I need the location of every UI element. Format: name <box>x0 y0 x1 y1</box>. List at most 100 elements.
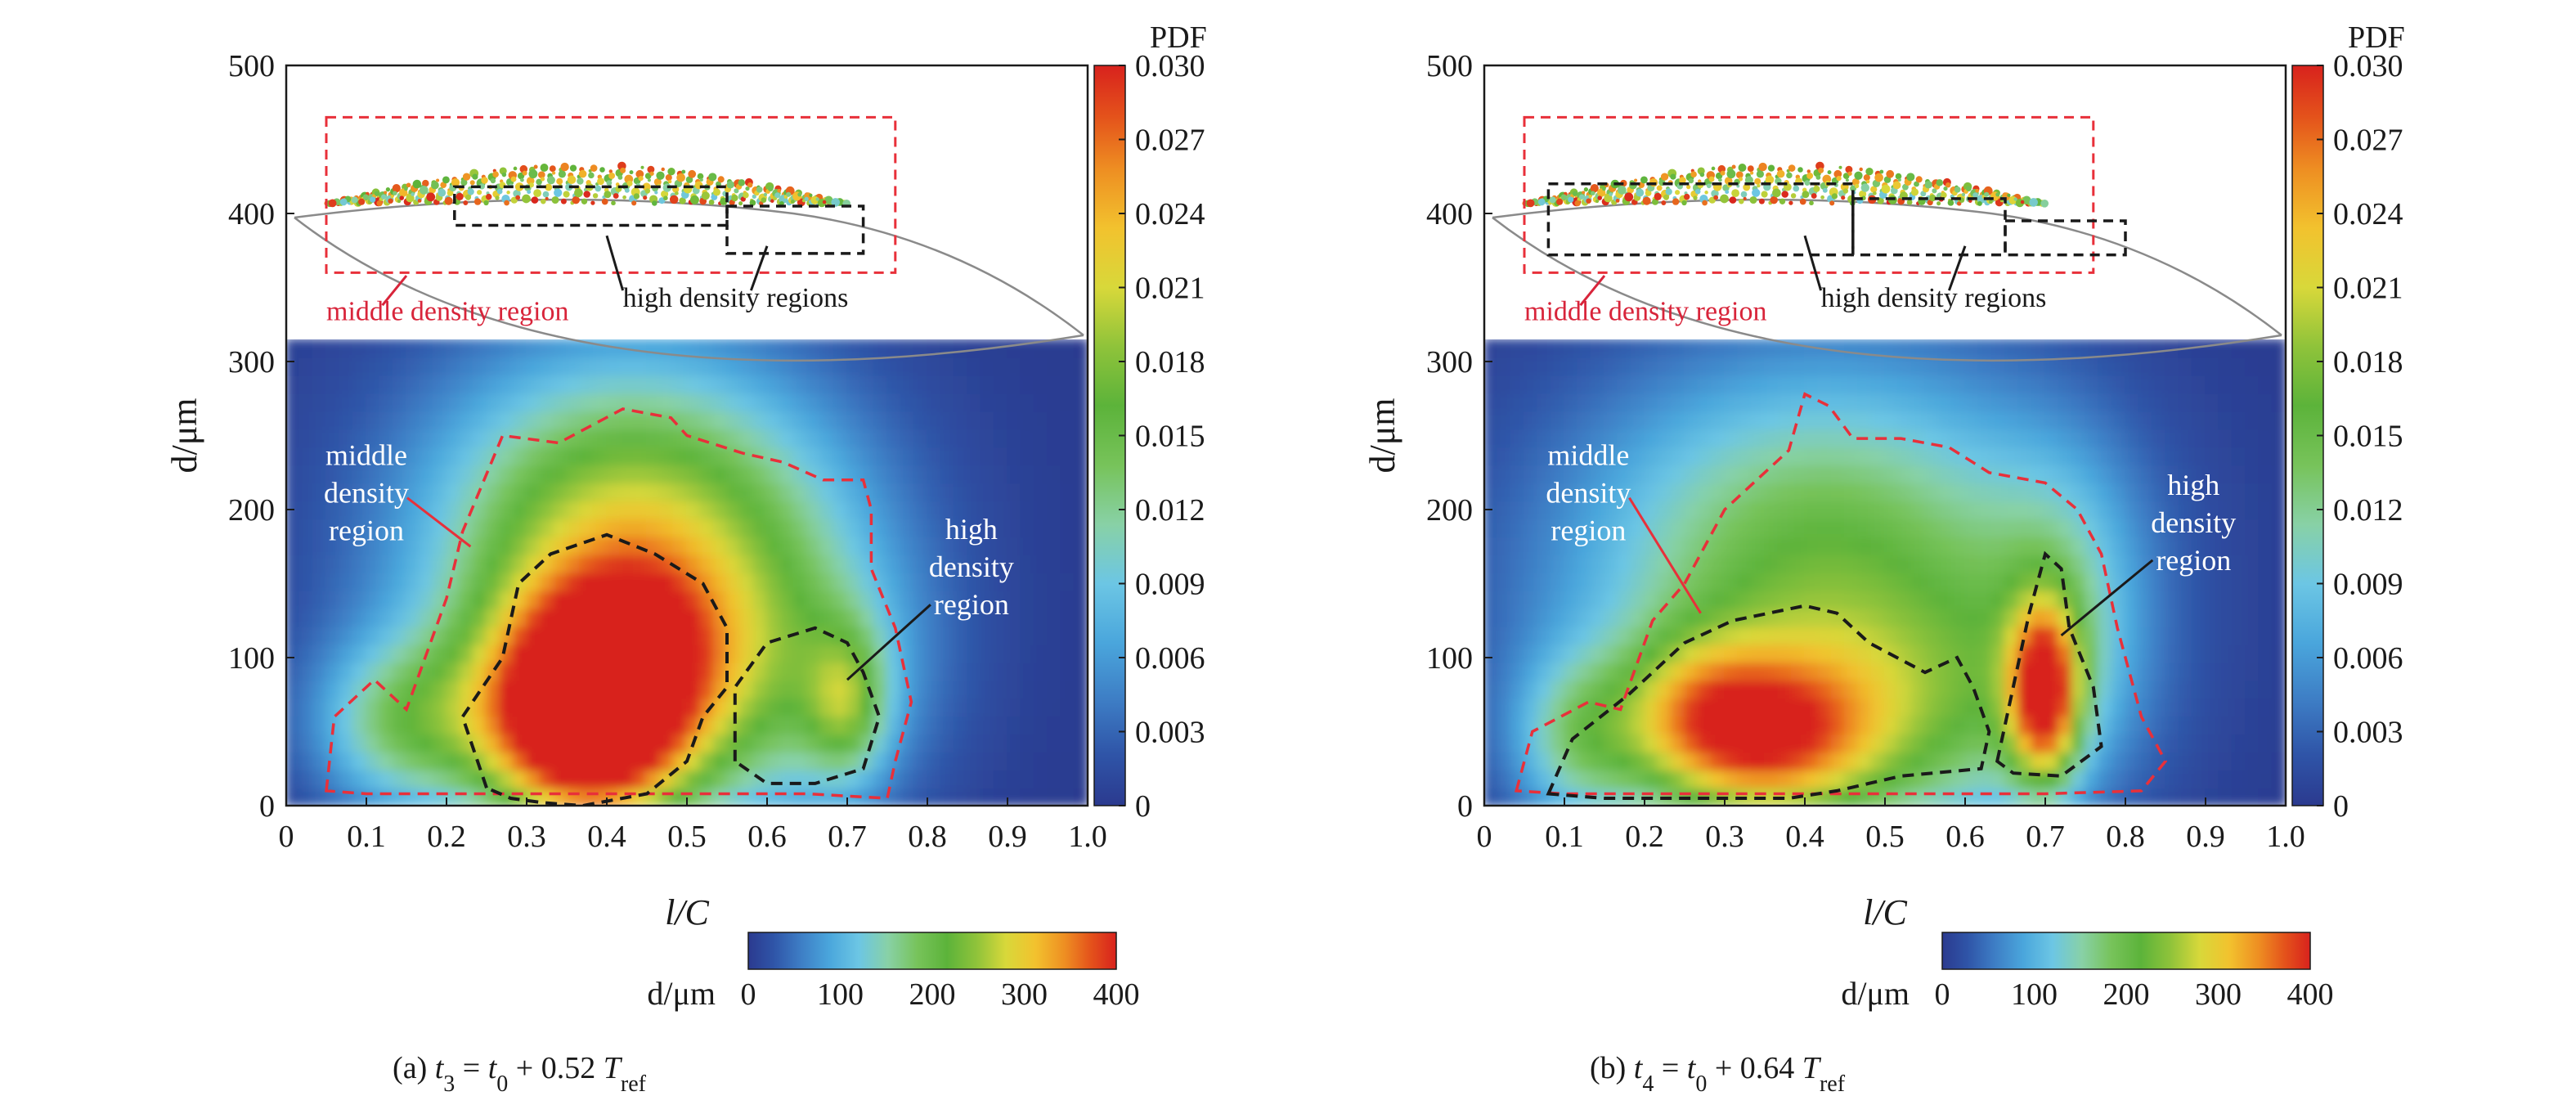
middle-density-box <box>325 115 897 274</box>
pdf-colorbar-label: 0.003 <box>2333 716 2403 750</box>
panel-caption: (b) t4 = t0 + 0.64 Tref <box>1590 1051 1846 1096</box>
inset-high-label: high density regions <box>623 283 849 313</box>
inset-high-arrow-2 <box>749 245 769 291</box>
y-axis: 0 100 200 300 400 500 <box>228 49 294 824</box>
pdf-colorbar-label: 0.021 <box>2333 272 2403 306</box>
inset-middle-arrow <box>1579 275 1606 307</box>
x-tick-label: 0.2 <box>427 820 466 854</box>
inset-high-arrow-2 <box>1947 245 1967 291</box>
annotation-middle-line-2: density <box>324 477 409 510</box>
high-density-contour-1 <box>1546 604 1991 800</box>
pdf-colorbar-title: PDF <box>1150 20 1207 55</box>
annotation-high-line-3: region <box>2156 544 2231 577</box>
y-tick-label: 400 <box>228 197 275 231</box>
x-tick-label: 0.6 <box>1945 820 1985 854</box>
x-tick-label: 0.2 <box>1625 820 1664 854</box>
caption-part: (b) <box>1590 1051 1634 1085</box>
diameter-colorbar-label: 300 <box>1001 977 1048 1012</box>
y-tick-label: 500 <box>228 49 275 83</box>
x-axis-label: l/C <box>1863 892 1907 932</box>
y-tick-label: 300 <box>1426 345 1473 380</box>
pdf-colorbar-label: 0.024 <box>2333 197 2403 231</box>
heatmap-field: middle density region high density region <box>1484 339 2286 806</box>
pdf-colorbar-label: 0.027 <box>2333 124 2403 158</box>
annotation-high-line-1: high <box>2167 469 2219 501</box>
annotation-middle-line-3: region <box>329 514 404 547</box>
diameter-colorbar-label: 100 <box>2011 977 2058 1012</box>
high-density-box-1 <box>1546 182 1855 257</box>
pdf-colorbar-label: 0 <box>2333 789 2349 824</box>
x-tick-label: 0.1 <box>347 820 386 854</box>
y-axis: 0 100 200 300 400 500 <box>1426 49 1492 824</box>
caption-part: t <box>1634 1051 1644 1085</box>
caption-part: t <box>488 1051 498 1085</box>
caption-part: + 0.64 <box>1707 1051 1802 1085</box>
x-axis: 0 0.1 0.2 0.3 0.4 0.5 0.6 0.7 0.8 0.9 1.0 <box>1477 797 2305 854</box>
pdf-colorbar-label: 0.009 <box>2333 568 2403 602</box>
pdf-colorbar-label: 0.012 <box>1135 493 1205 528</box>
caption-part: (a) <box>393 1051 435 1085</box>
caption-part: T <box>604 1051 623 1085</box>
heatmap-field: middle density region high density region <box>286 339 1088 806</box>
x-tick-label: 0.4 <box>587 820 626 854</box>
pdf-colorbar-label: 0 <box>1135 789 1151 824</box>
diameter-colorbar-label: 400 <box>1093 977 1140 1012</box>
pdf-colorbar-label: 0.003 <box>1135 716 1205 750</box>
droplet-cloud <box>1522 161 2049 208</box>
high-density-box-2 <box>725 204 865 255</box>
diameter-colorbar: 0 100 200 300 400 d/μm <box>647 932 1140 1012</box>
diameter-colorbar-label: 400 <box>2287 977 2334 1012</box>
x-axis-label: l/C <box>665 892 709 932</box>
inset-middle-label: middle density region <box>326 296 569 326</box>
heatmap-cells <box>286 339 1088 806</box>
diameter-colorbar-label: 0 <box>1935 977 1950 1012</box>
pdf-colorbar-label: 0.021 <box>1135 272 1205 306</box>
caption-part: t <box>435 1051 445 1085</box>
diameter-colorbar-title: d/μm <box>647 975 716 1012</box>
caption-part: T <box>1802 1051 1822 1085</box>
y-tick-label: 0 <box>259 789 275 824</box>
diameter-colorbar: 0 100 200 300 400 d/μm <box>1841 932 2334 1012</box>
y-tick-label: 0 <box>1457 789 1473 824</box>
high-density-box-1 <box>453 185 729 227</box>
caption-part: + 0.52 <box>508 1051 603 1085</box>
x-tick-label: 0 <box>279 820 294 854</box>
y-axis-label: d/μm <box>164 398 204 473</box>
annotation-high-line-3: region <box>934 588 1009 621</box>
x-axis: 0 0.1 0.2 0.3 0.4 0.5 0.6 0.7 0.8 0.9 1.0 <box>279 797 1107 854</box>
x-tick-label: 0.1 <box>1545 820 1584 854</box>
annotation-high-line-2: density <box>2151 506 2236 539</box>
annotation-middle-line-2: density <box>1546 477 1631 510</box>
middle-density-contour <box>325 407 913 800</box>
diameter-colorbar-gradient <box>747 932 1117 970</box>
inset-middle-label: middle density region <box>1524 296 1767 326</box>
annotation-high-arrow <box>2060 559 2154 637</box>
x-tick-label: 1.0 <box>2266 820 2305 854</box>
caption-part: ref <box>621 1071 647 1096</box>
pdf-colorbar-label: 0.015 <box>2333 420 2403 454</box>
high-density-box-3 <box>2004 219 2127 257</box>
annotation-high-line-1: high <box>945 513 998 546</box>
airfoil-upper <box>294 198 1084 336</box>
pdf-colorbar: 0 0.003 0.006 0.009 0.012 0.015 0.018 0.021 0.02… <box>1093 20 1207 824</box>
pdf-colorbar-label: 0.024 <box>1135 197 1205 231</box>
annotation-middle-arrow <box>406 496 472 548</box>
middle-density-contour <box>1514 392 2168 796</box>
x-tick-label: 0.8 <box>2106 820 2145 854</box>
x-tick-label: 0.8 <box>908 820 947 854</box>
annotation-middle-line-3: region <box>1551 514 1626 547</box>
inset-high-label: high density regions <box>1821 283 2047 313</box>
panel-b: middledensityregionhighdensityregionmidd… <box>1362 20 2405 1096</box>
x-tick-label: 1.0 <box>1068 820 1107 854</box>
pdf-colorbar-label: 0.006 <box>1135 641 1205 676</box>
caption-part: ref <box>1820 1071 1846 1096</box>
annotation-middle-line-1: middle <box>1547 439 1629 472</box>
airfoil-upper <box>1492 198 2282 336</box>
airfoil-outline <box>294 217 1084 362</box>
pdf-colorbar-label: 0.018 <box>1135 345 1205 380</box>
diameter-colorbar-label: 200 <box>2103 977 2150 1012</box>
pdf-colorbar-label: 0.012 <box>2333 493 2403 528</box>
x-tick-label: 0.6 <box>747 820 787 854</box>
